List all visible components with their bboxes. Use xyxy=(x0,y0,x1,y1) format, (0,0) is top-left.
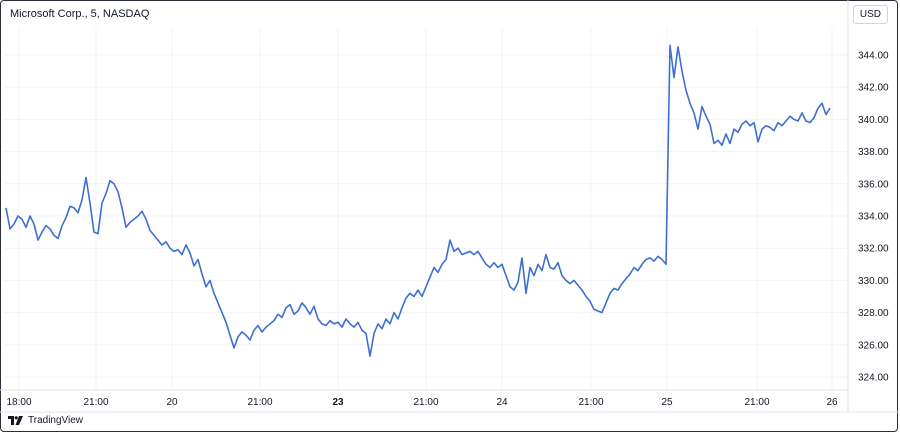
y-tick-label: 338.00 xyxy=(858,147,889,158)
series xyxy=(5,44,831,357)
y-tick-label: 334.00 xyxy=(858,212,889,223)
x-axis-labels: 18:00 21:00 20 21:00 23 21:00 24 21:00 25 21:00 26 xyxy=(6,397,838,408)
x-tick-label: 25 xyxy=(661,397,673,408)
x-tick-label: 24 xyxy=(496,397,508,408)
x-tick-label: 21:00 xyxy=(247,397,272,408)
x-tick-label: 26 xyxy=(826,397,838,408)
y-tick-label: 326.00 xyxy=(858,340,889,351)
tradingview-logo-icon xyxy=(8,415,24,426)
currency-button[interactable]: USD xyxy=(852,5,888,24)
y-tick-label: 342.00 xyxy=(858,83,889,94)
brand-label: TradingView xyxy=(28,415,84,426)
y-tick-label: 332.00 xyxy=(858,244,889,255)
x-tick-label: 20 xyxy=(166,397,178,408)
y-tick-label: 344.00 xyxy=(858,51,889,62)
y-tick-label: 324.00 xyxy=(858,373,889,384)
x-tick-label: 23 xyxy=(332,397,344,408)
y-tick-label: 330.00 xyxy=(858,276,889,287)
x-tick-label: 21:00 xyxy=(83,397,108,408)
tradingview-brand[interactable]: TradingView xyxy=(8,415,83,426)
grid-lines xyxy=(4,28,848,390)
y-tick-label: 336.00 xyxy=(858,179,889,190)
y-axis-labels: 324.00 326.00 328.00 330.00 332.00 334.00 336.… xyxy=(858,51,889,384)
x-tick-label: 21:00 xyxy=(744,397,769,408)
chart-title: Microsoft Corp., 5, NASDAQ xyxy=(10,8,150,20)
y-tick-label: 328.00 xyxy=(858,308,889,319)
x-tick-label: 18:00 xyxy=(6,397,31,408)
price-series-line xyxy=(5,44,831,357)
axes xyxy=(0,0,898,413)
x-tick-label: 21:00 xyxy=(413,397,438,408)
y-tick-label: 340.00 xyxy=(858,115,889,126)
x-tick-label: 21:00 xyxy=(578,397,603,408)
